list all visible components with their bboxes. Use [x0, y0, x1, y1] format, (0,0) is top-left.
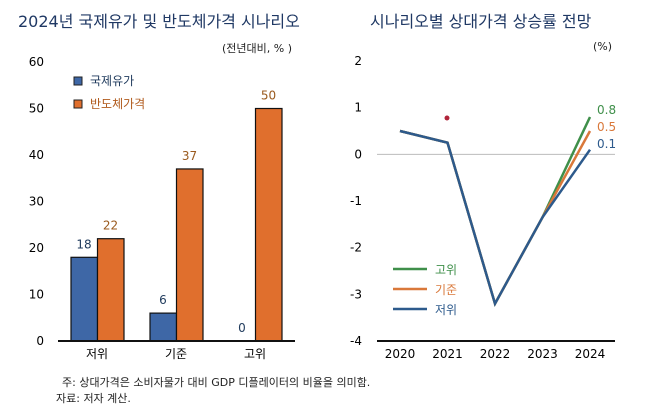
legend-label: 기준	[435, 283, 457, 297]
end-label: 0.5	[597, 120, 616, 134]
y-tick-label: -3	[350, 287, 362, 301]
marker-dot	[444, 115, 450, 121]
y-tick-label: 0	[354, 147, 362, 161]
y-tick-label: 0	[36, 334, 44, 348]
x-tick-label: 저위	[86, 347, 108, 361]
data-label: 22	[103, 219, 118, 233]
legend-label: 저위	[435, 303, 457, 317]
bar-국제유가-저위	[70, 256, 99, 342]
y-tick-label: 30	[29, 195, 44, 209]
data-label: 6	[159, 293, 167, 307]
y-tick-label: -4	[350, 334, 362, 348]
y-tick-label: 40	[29, 148, 44, 162]
y-tick-label: 1	[354, 101, 362, 115]
line-고위	[399, 116, 592, 307]
data-label: 0	[238, 321, 246, 335]
bar-반도체가격-고위	[254, 107, 283, 342]
y-tick-label: 2	[354, 54, 362, 68]
y-tick-label: 10	[29, 288, 44, 302]
legend-label: 반도체가격	[90, 97, 145, 111]
bar-반도체가격-기준	[175, 168, 204, 342]
left-chart-unit: (전년대비, % )	[222, 42, 293, 55]
legend-label: 고위	[435, 263, 457, 277]
data-label: 37	[182, 149, 197, 163]
data-label: 50	[261, 89, 276, 103]
end-label: 0.8	[597, 103, 616, 117]
x-tick-label: 기준	[165, 347, 187, 361]
right-chart-unit: (%)	[593, 40, 613, 53]
x-tick-label: 2024	[575, 347, 606, 361]
bar-국제유가-기준	[149, 312, 178, 342]
x-tick-label: 2021	[432, 347, 463, 361]
y-tick-label: -2	[350, 241, 362, 255]
y-tick-label: 50	[29, 102, 44, 116]
x-tick-label: 2023	[527, 347, 558, 361]
x-tick-label: 2022	[480, 347, 511, 361]
line-기준	[399, 129, 592, 307]
left-chart-title: 2024년 국제유가 및 반도체가격 시나리오	[18, 12, 300, 31]
legend-swatch	[73, 76, 83, 86]
x-tick-label: 고위	[244, 347, 266, 361]
legend-label: 국제유가	[90, 74, 134, 88]
y-tick-label: 60	[29, 55, 44, 69]
bar-반도체가격-저위	[96, 238, 125, 342]
line-저위	[399, 129, 592, 307]
y-tick-label: 20	[29, 241, 44, 255]
end-label: 0.1	[597, 137, 616, 151]
y-tick-label: -1	[350, 194, 362, 208]
data-label: 18	[76, 237, 91, 251]
legend-swatch	[73, 99, 83, 109]
footnote: 주: 상대가격은 소비자물가 대비 GDP 디플레이터의 비율을 의미함.	[62, 376, 371, 389]
source: 자료: 저자 계산.	[56, 392, 131, 405]
x-tick-label: 2020	[385, 347, 416, 361]
right-chart-title: 시나리오별 상대가격 상승률 전망	[370, 12, 592, 31]
